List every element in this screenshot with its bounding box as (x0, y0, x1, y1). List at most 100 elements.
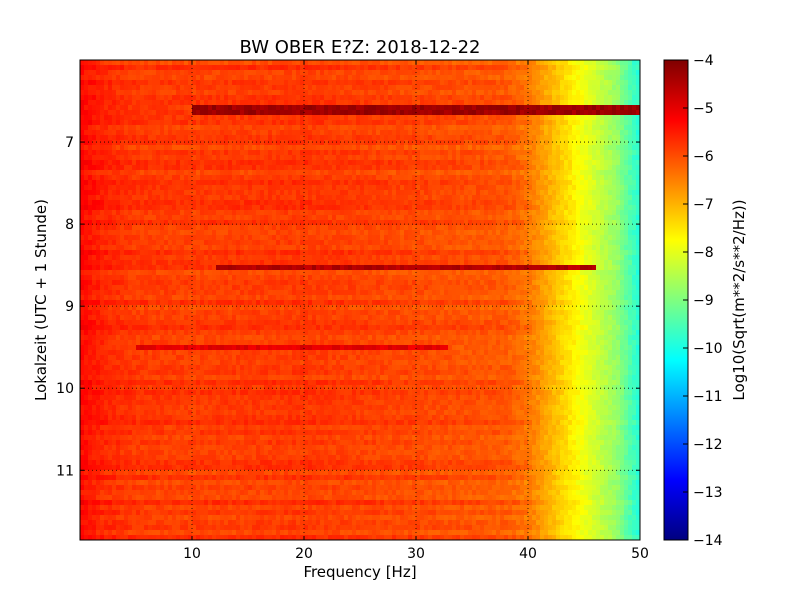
heatmap-cell (260, 135, 265, 141)
heatmap-cell (168, 180, 173, 186)
heatmap-cell (364, 155, 369, 161)
heatmap-cell (280, 95, 285, 101)
heatmap-cell (480, 190, 485, 196)
heatmap-cell (252, 85, 257, 91)
heatmap-cell (420, 235, 425, 241)
heatmap-cell (628, 140, 633, 146)
heatmap-cell (100, 85, 105, 91)
heatmap-cell (448, 65, 453, 71)
heatmap-cell (612, 185, 617, 191)
heatmap-cell (628, 100, 633, 106)
heatmap-cell (340, 150, 345, 156)
heatmap-cell (100, 175, 105, 181)
heatmap-cell (348, 145, 353, 151)
heatmap-cell (356, 155, 361, 161)
heatmap-cell (464, 205, 469, 211)
heatmap-cell (624, 90, 629, 96)
heatmap-cell (632, 70, 637, 76)
heatmap-cell (236, 225, 241, 231)
heatmap-cell (500, 75, 505, 81)
heatmap-cell (440, 215, 445, 221)
heatmap-cell (564, 150, 569, 156)
heatmap-cell (136, 200, 141, 206)
heatmap-cell (196, 75, 201, 81)
heatmap-cell (128, 70, 133, 76)
heatmap-cell (264, 160, 269, 166)
heatmap-cell (440, 175, 445, 181)
heatmap-cell (160, 215, 165, 221)
heatmap-cell (584, 60, 589, 66)
heatmap-cell (212, 135, 217, 141)
heatmap-cell (580, 215, 585, 221)
heatmap-cell (484, 100, 489, 106)
heatmap-cell (228, 165, 233, 171)
heatmap-cell (600, 170, 605, 176)
heatmap-cell (344, 160, 349, 166)
heatmap-cell (416, 185, 421, 191)
heatmap-cell (260, 105, 265, 111)
heatmap-cell (244, 115, 249, 121)
heatmap-cell (340, 70, 345, 76)
heatmap-cell (180, 230, 185, 236)
heatmap-cell (140, 95, 145, 101)
heatmap-cell (532, 80, 537, 86)
heatmap-cell (216, 80, 221, 86)
heatmap-cell (432, 105, 437, 111)
heatmap-cell (556, 110, 561, 116)
heatmap-cell (340, 120, 345, 126)
heatmap-cell (560, 195, 565, 201)
heatmap-cell (596, 105, 601, 111)
heatmap-cell (264, 220, 269, 226)
heatmap-cell (328, 145, 333, 151)
heatmap-cell (120, 190, 125, 196)
heatmap-cell (316, 170, 321, 176)
heatmap-cell (152, 110, 157, 116)
heatmap-cell (324, 140, 329, 146)
heatmap-cell (284, 160, 289, 166)
heatmap-cell (488, 225, 493, 231)
heatmap-cell (560, 215, 565, 221)
heatmap-cell (340, 185, 345, 191)
heatmap-cell (568, 185, 573, 191)
heatmap-cell (256, 135, 261, 141)
heatmap-cell (176, 210, 181, 216)
heatmap-cell (268, 205, 273, 211)
heatmap-cell (368, 175, 373, 181)
heatmap-cell (164, 165, 169, 171)
heatmap-cell (116, 155, 121, 161)
heatmap-cell (396, 205, 401, 211)
heatmap-cell (612, 160, 617, 166)
heatmap-cell (448, 130, 453, 136)
heatmap-cell (156, 190, 161, 196)
heatmap-cell (556, 120, 561, 126)
heatmap-cell (536, 65, 541, 71)
heatmap-cell (360, 85, 365, 91)
heatmap-cell (368, 115, 373, 121)
heatmap-cell (536, 220, 541, 226)
heatmap-cell (588, 130, 593, 136)
heatmap-cell (204, 125, 209, 131)
heatmap-cell (500, 100, 505, 106)
heatmap-cell (552, 210, 557, 216)
heatmap-cell (124, 85, 129, 91)
heatmap-cell (348, 65, 353, 71)
heatmap-cell (136, 165, 141, 171)
heatmap-cell (144, 205, 149, 211)
heatmap-cell (300, 205, 305, 211)
heatmap-cell (120, 175, 125, 181)
heatmap-cell (468, 140, 473, 146)
heatmap-cell (260, 95, 265, 101)
heatmap-cell (292, 65, 297, 71)
heatmap-cell (500, 85, 505, 91)
heatmap-cell (136, 85, 141, 91)
heatmap-cell (312, 235, 317, 241)
heatmap-cell (128, 170, 133, 176)
heatmap-cell (144, 200, 149, 206)
heatmap-cell (564, 75, 569, 81)
heatmap-cell (548, 155, 553, 161)
heatmap-cell (96, 85, 101, 91)
heatmap-cell (324, 210, 329, 216)
spectrogram-heatmap (80, 60, 640, 540)
heatmap-cell (124, 150, 129, 156)
heatmap-cell (400, 185, 405, 191)
